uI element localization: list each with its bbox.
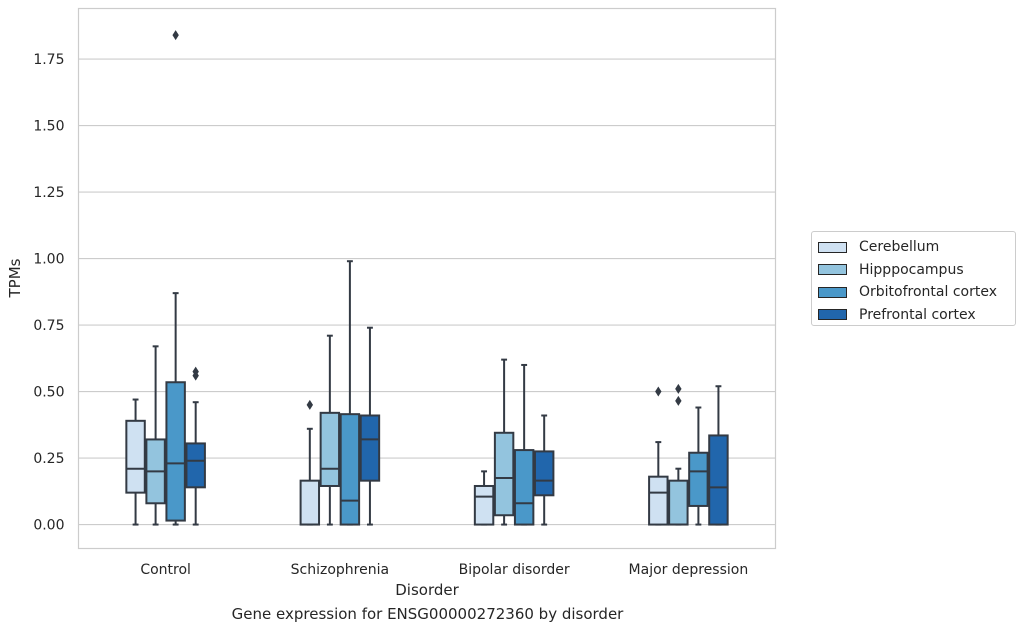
box-group: [145, 345, 166, 526]
y-tick-label: 0.50: [33, 385, 64, 401]
legend-swatch-hippocampus: [818, 264, 847, 276]
outlier-point: [675, 383, 682, 394]
box-group: [493, 358, 515, 526]
box: [493, 431, 515, 517]
legend-label-prefrontal-cortex: Prefrontal cortex: [859, 306, 976, 323]
x-tick-labels: Control Schizophrenia Bipolar disorder Majo…: [140, 562, 748, 578]
y-tick-label: 0.75: [33, 318, 64, 334]
box: [125, 419, 146, 494]
outlier-point: [172, 30, 179, 41]
box-group: [513, 363, 535, 526]
legend-item-prefrontal-cortex: Prefrontal cortex: [818, 304, 1015, 327]
y-tick-label: 0.00: [33, 518, 64, 534]
box: [339, 413, 361, 526]
box-group: [299, 399, 321, 526]
plot-frame: [77, 7, 777, 550]
box-group: [668, 383, 689, 526]
y-tick-label: 1.75: [33, 52, 64, 68]
x-tick-label: Control: [140, 562, 191, 578]
box-group: [339, 260, 361, 526]
y-tick-label: 1.50: [33, 119, 64, 135]
box-group: [473, 470, 495, 526]
x-axis-label: Disorder: [395, 581, 459, 599]
legend: Cerebellum Hipppocampus Orbitofrontal co…: [811, 231, 1016, 326]
x-tick-label: Bipolar disorder: [459, 562, 570, 578]
box-group: [165, 30, 186, 526]
box: [319, 411, 341, 487]
outlier-point: [306, 399, 314, 410]
legend-label-orbitofrontal-cortex: Orbitofrontal cortex: [859, 284, 997, 301]
outlier-point: [675, 395, 682, 406]
box: [513, 449, 535, 526]
box-group: [185, 366, 206, 526]
legend-item-cerebellum: Cerebellum: [818, 236, 1015, 259]
box-group: [708, 385, 729, 526]
figure-caption: Gene expression for ENSG00000272360 by d…: [231, 605, 624, 623]
y-tick-label: 1.00: [33, 252, 64, 268]
box: [299, 479, 321, 526]
y-tick-labels: 0.00 0.25 0.50 0.75 1.00 1.25 1.50 1.75: [33, 52, 64, 534]
outlier-point: [655, 386, 662, 397]
box: [688, 451, 709, 507]
boxes: [125, 30, 729, 526]
legend-item-orbitofrontal-cortex: Orbitofrontal cortex: [818, 281, 1015, 304]
outlier-point: [192, 370, 199, 381]
legend-label-hippocampus: Hipppocampus: [859, 261, 964, 278]
legend-item-hippocampus: Hipppocampus: [818, 259, 1015, 282]
box: [648, 475, 669, 526]
legend-swatch-prefrontal-cortex: [818, 309, 847, 321]
box: [708, 434, 729, 526]
y-tick-label: 1.25: [33, 185, 64, 201]
x-tick-label: Major depression: [629, 562, 749, 578]
box: [473, 484, 495, 526]
box-group: [648, 386, 669, 526]
legend-label-cerebellum: Cerebellum: [859, 239, 940, 256]
box-group: [319, 334, 341, 526]
y-tick-label: 0.25: [33, 451, 64, 467]
box-group: [688, 406, 709, 526]
box: [359, 414, 381, 482]
legend-swatch-cerebellum: [818, 241, 847, 253]
box: [185, 442, 206, 489]
box: [533, 450, 555, 497]
x-tick-label: Schizophrenia: [291, 562, 389, 578]
box-group: [125, 398, 146, 526]
y-axis-label: TPMs: [6, 258, 24, 298]
box: [165, 381, 186, 522]
box-group: [359, 326, 381, 526]
legend-swatch-orbitofrontal-cortex: [818, 286, 847, 298]
box-group: [533, 414, 555, 526]
box: [668, 479, 689, 526]
